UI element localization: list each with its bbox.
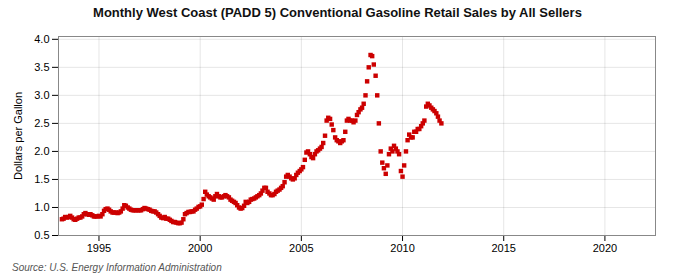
html-text:Source: U.S. Energy Informatio: Source: U.S. Energy Information Administ… [12, 262, 222, 273]
svg-text:1995: 1995 [87, 242, 111, 254]
svg-text:2005: 2005 [289, 242, 313, 254]
svg-text:2015: 2015 [491, 242, 515, 254]
svg-text:2.5: 2.5 [34, 117, 49, 129]
svg-text:2010: 2010 [390, 242, 414, 254]
svg-text:4.0: 4.0 [34, 33, 49, 45]
svg-text:2.0: 2.0 [34, 145, 49, 157]
svg-text:1.0: 1.0 [34, 201, 49, 213]
svg-text:2000: 2000 [188, 242, 212, 254]
svg-text:1.5: 1.5 [34, 173, 49, 185]
svg-text:Dollars per Gallon: Dollars per Gallon [12, 92, 24, 180]
svg-text:2020: 2020 [593, 242, 617, 254]
html-text:Monthly West Coast (PADD 5) Co: Monthly West Coast (PADD 5) Conventional… [93, 5, 582, 20]
svg-text:3.0: 3.0 [34, 89, 49, 101]
svg-text:0.5: 0.5 [34, 229, 49, 241]
svg-text:3.5: 3.5 [34, 61, 49, 73]
